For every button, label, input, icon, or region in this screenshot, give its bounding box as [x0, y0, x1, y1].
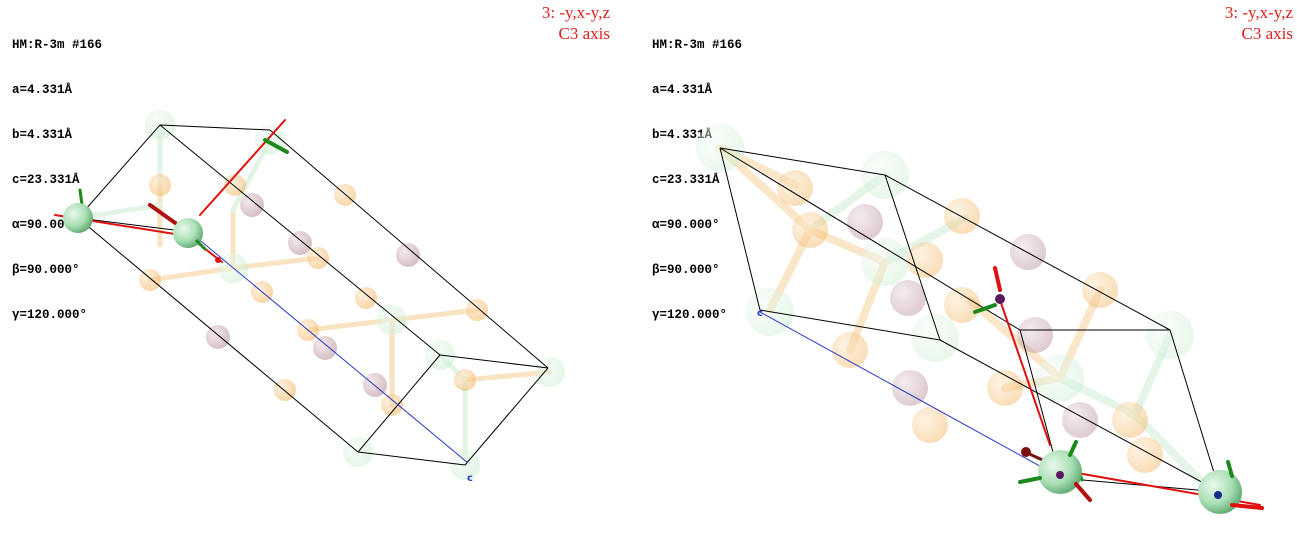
atom-mauve [890, 280, 926, 316]
unit-cell [719, 147, 1221, 493]
atom-orange [355, 287, 377, 309]
atom-orange [777, 170, 813, 206]
atom-mauve [847, 204, 883, 240]
atom-mauve [288, 231, 312, 255]
atom-orange [1082, 272, 1118, 308]
atom-orange [1127, 437, 1163, 473]
atom-orange [987, 370, 1023, 406]
atom-orange [944, 287, 980, 323]
atom-orange [832, 332, 868, 368]
symmetry-arrows [54, 119, 289, 263]
atom-mauve [363, 373, 387, 397]
spacegroup-label: HM:R-3m #166 [652, 38, 743, 52]
atom-green [861, 238, 909, 286]
symmetry-operation-text: 3: -y,x-y,z [1224, 3, 1293, 22]
atoms-faded [696, 124, 1194, 473]
atom-green [535, 357, 565, 387]
atom-green [911, 314, 959, 362]
cell-beta: β=90.000° [12, 263, 80, 277]
cell-parameters: HM:R-3m #166 a=4.331Å b=4.331Å c=23.331Å… [652, 8, 742, 353]
axis-green-tick [194, 238, 208, 252]
cell-a: a=4.331Å [12, 83, 73, 97]
symmetry-operation: 3: -y,x-y,z C3 axis [542, 2, 610, 44]
symmetry-element-text: C3 axis [558, 24, 610, 43]
atom-green [1036, 354, 1084, 402]
atom-mauve [1017, 317, 1053, 353]
structure-viewer-left[interactable]: HM:R-3m #166 a=4.331Å b=4.331Å c=23.331Å… [0, 0, 640, 549]
atom-green [377, 305, 407, 335]
atom-orange [149, 174, 171, 196]
cell-parameters: HM:R-3m #166 a=4.331Å b=4.331Å c=23.331Å… [12, 8, 102, 353]
atom-green [1146, 311, 1194, 359]
axis-ticks-right [1018, 440, 1264, 510]
crystal-scene-right[interactable]: c [640, 0, 1297, 549]
atom-mauve [396, 243, 420, 267]
symmetry-operation: 3: -y,x-y,z C3 axis [1225, 2, 1293, 44]
atom-orange [912, 407, 948, 443]
cell-c: c=23.331Å [652, 173, 720, 187]
structure-viewer-right[interactable]: HM:R-3m #166 a=4.331Å b=4.331Å c=23.331Å… [640, 0, 1297, 549]
atom-green-selected [63, 203, 93, 233]
atom-orange [944, 198, 980, 234]
cell-gamma: γ=120.000° [12, 308, 88, 322]
atom-mauve [892, 370, 928, 406]
unit-cell [77, 124, 549, 466]
symmetry-element-text: C3 axis [1241, 24, 1293, 43]
c-axis-label: c [757, 308, 763, 319]
atom-mauve [240, 193, 264, 217]
atom-orange [139, 269, 161, 291]
c-axis-label: c [467, 473, 473, 484]
atom-orange [454, 369, 476, 391]
cell-b: b=4.331Å [652, 128, 713, 142]
bonds [75, 122, 553, 468]
atoms-faded [139, 110, 565, 480]
atom-orange [307, 247, 329, 269]
atom-mauve [1062, 402, 1098, 438]
symmetry-operation-text: 3: -y,x-y,z [541, 3, 610, 22]
cell-alpha: α=90.000° [652, 218, 720, 232]
spacegroup-label: HM:R-3m #166 [12, 38, 103, 52]
cell-c: c=23.331Å [12, 173, 80, 187]
crystal-scene-left[interactable]: c [0, 0, 640, 549]
atom-orange [792, 212, 828, 248]
atom-mauve [1010, 234, 1046, 270]
cell-a: a=4.331Å [652, 83, 713, 97]
cell-gamma: γ=120.000° [652, 308, 728, 322]
atom-orange [1112, 402, 1148, 438]
atom-orange [381, 394, 403, 416]
cell-beta: β=90.000° [652, 263, 720, 277]
cell-b: b=4.331Å [12, 128, 73, 142]
atom-mauve [206, 325, 230, 349]
cell-alpha: α=90.000° [12, 218, 80, 232]
c-axis-line [189, 231, 469, 464]
c-axis-line [759, 311, 1059, 477]
atom-mauve [313, 336, 337, 360]
atom-orange [466, 299, 488, 321]
